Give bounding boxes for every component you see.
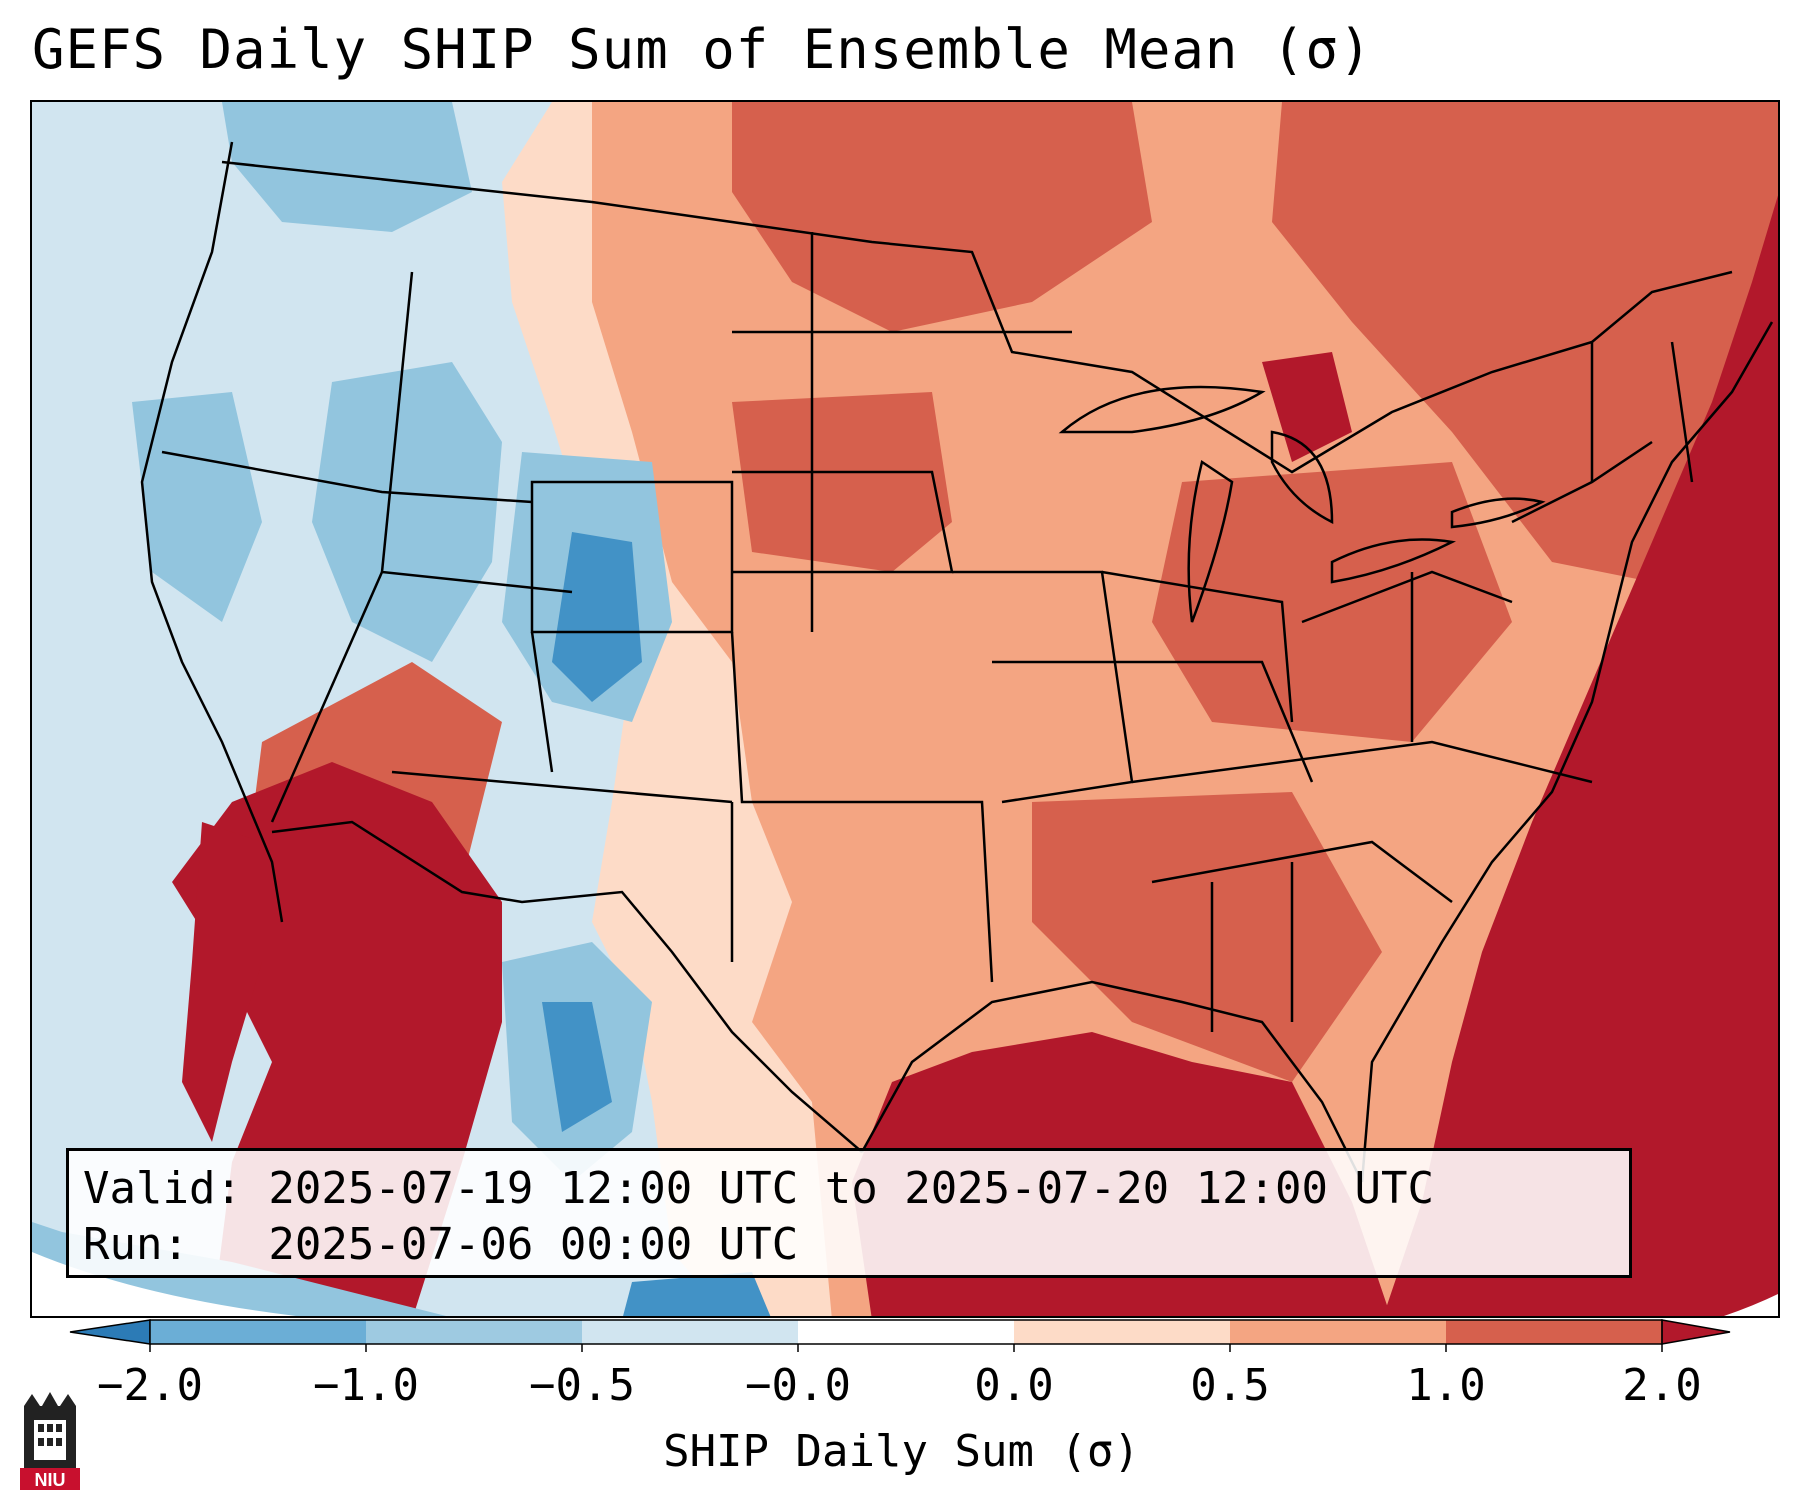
- logo-text: NIU: [35, 1470, 66, 1490]
- colorbar-label: SHIP Daily Sum (σ): [663, 1426, 1140, 1477]
- map-corner-right: [1723, 1293, 1778, 1316]
- lake-erie: [1330, 538, 1456, 584]
- map-corner-left: [32, 1252, 297, 1316]
- field-strong-positive-north: [732, 102, 1152, 332]
- field-bottom-strong-blue: [623, 1272, 771, 1316]
- field-moderate-negative-great-basin: [312, 362, 502, 662]
- lake-ontario: [1450, 497, 1546, 529]
- lake-huron: [1270, 430, 1334, 525]
- field-strong-positive-ohio: [1152, 462, 1512, 742]
- colorbar-tick-label: −1.0: [313, 1360, 419, 1411]
- colorbar-segment: [366, 1320, 582, 1344]
- colorbar-tick-label: −0.5: [529, 1360, 635, 1411]
- field-baja-coast: [182, 822, 262, 1142]
- colorbar-tick-label: −2.0: [97, 1360, 203, 1411]
- canada-us-border: [221, 160, 1733, 474]
- field-strong-positive-northeast: [1272, 102, 1778, 582]
- lake-michigan: [1187, 459, 1234, 623]
- colorbar-extend-high: [1661, 1319, 1731, 1345]
- field-strong-negative-colorado: [552, 532, 642, 702]
- colorbar: [69, 1319, 1731, 1352]
- map-panel: [30, 100, 1780, 1318]
- colorbar-tick-label: 1.0: [1406, 1360, 1486, 1411]
- east-coast: [1360, 321, 1774, 1183]
- west-coast: [140, 141, 284, 923]
- colorbar-segment: [582, 1320, 798, 1344]
- lake-superior: [1058, 385, 1266, 434]
- colorbar-outline: [149, 1319, 1663, 1345]
- field-strong-positive-midwest: [732, 392, 952, 572]
- political-borders: [140, 141, 1774, 1183]
- colorbar-segment: [1014, 1320, 1230, 1344]
- field-very-strong-atlantic: [1383, 195, 1778, 1316]
- gulf-coast: [860, 980, 1364, 1183]
- valid-time-line: Valid: 2025-07-19 12:00 UTC to 2025-07-2…: [83, 1163, 1435, 1214]
- map-title: GEFS Daily SHIP Sum of Ensemble Mean (σ): [32, 18, 1373, 81]
- colorbar-segment: [1446, 1320, 1662, 1344]
- field-strong-positive-southeast: [1032, 792, 1382, 1082]
- us-mexico-border: [271, 820, 863, 1153]
- field-strong-negative-mexico: [542, 1002, 612, 1132]
- valid-run-info-box: Valid: 2025-07-19 12:00 UTC to 2025-07-2…: [66, 1148, 1632, 1278]
- run-time-line: Run: 2025-07-06 00:00 UTC: [83, 1219, 799, 1270]
- niu-logo: NIU: [20, 1392, 80, 1490]
- colorbar-tick-label: 0.5: [1190, 1360, 1270, 1411]
- field-moderate-negative-pacific: [132, 392, 262, 622]
- ship-anomaly-map: [32, 102, 1778, 1316]
- colorbar-tick-label: −0.0: [745, 1360, 851, 1411]
- field-moderate-negative-northwest: [222, 102, 472, 232]
- colorbar-segment: [798, 1320, 1014, 1344]
- colorbar-tick-label: 0.0: [974, 1360, 1054, 1411]
- colorbar-tick-label: 2.0: [1622, 1360, 1702, 1411]
- great-lakes: [1058, 385, 1546, 623]
- colorbar-segment: [1230, 1320, 1446, 1344]
- colorbar-segment: [150, 1320, 366, 1344]
- colorbar-extend-low: [69, 1319, 151, 1345]
